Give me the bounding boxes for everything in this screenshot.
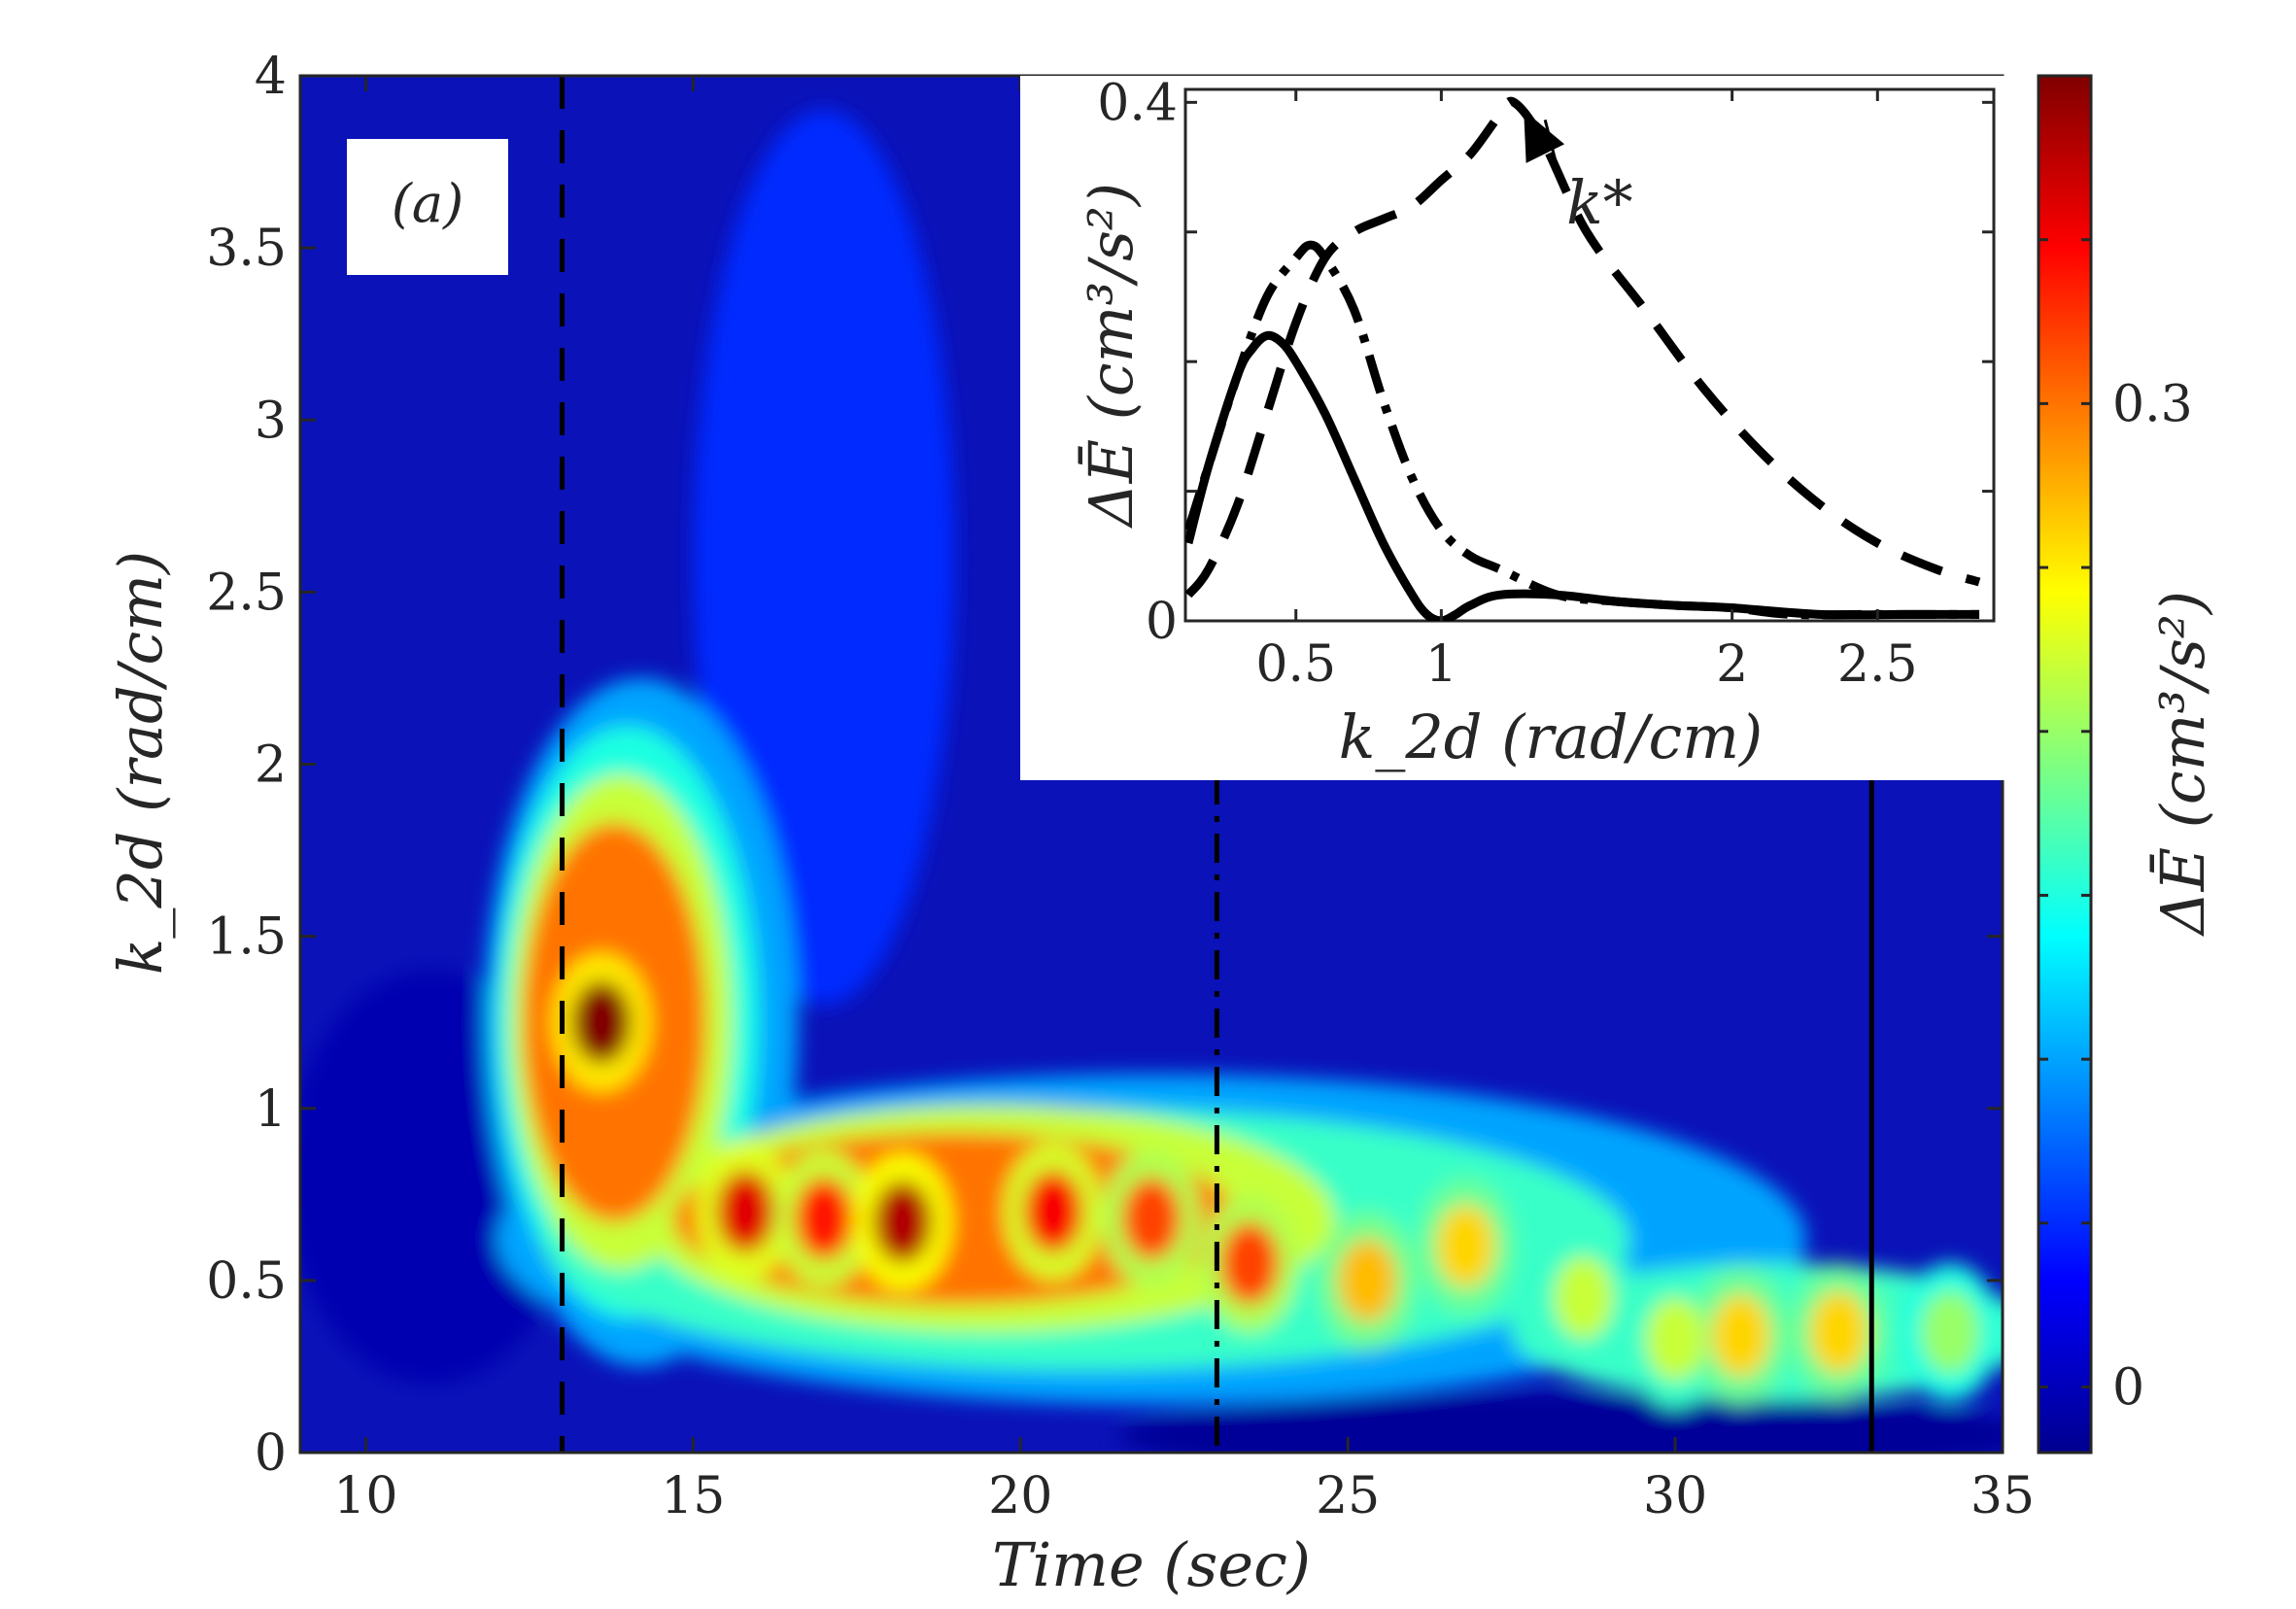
k-star-annotation: k* bbox=[1524, 110, 1633, 238]
inset-x-tick-label: 2.5 bbox=[1837, 635, 1918, 694]
heatmap-glow bbox=[693, 110, 955, 1006]
heatmap-peak bbox=[571, 980, 632, 1064]
heatmap-peak bbox=[1023, 1170, 1083, 1253]
inset-x-tick-label: 1 bbox=[1425, 635, 1457, 694]
inset-x-tick-label: 2 bbox=[1716, 635, 1748, 694]
colorbar-label: ΔĒ (cm³/s²) bbox=[2147, 591, 2218, 937]
x-tick-label: 10 bbox=[333, 1467, 397, 1525]
y-tick-label: 0 bbox=[255, 1424, 287, 1483]
colorbar-ticks: 00.3 bbox=[2039, 74, 2193, 1418]
k-star-label: k* bbox=[1566, 167, 1633, 238]
heatmap-peak bbox=[1338, 1239, 1397, 1322]
inset-frame bbox=[1183, 87, 1996, 623]
panel-label-box bbox=[347, 139, 508, 275]
heatmap-peak bbox=[1121, 1177, 1182, 1260]
heatmap-peak bbox=[715, 1170, 775, 1253]
heatmap-peak bbox=[794, 1177, 854, 1260]
heatmap-peak bbox=[1436, 1204, 1495, 1287]
inset-x-tick-label: 0.5 bbox=[1255, 635, 1336, 694]
inset-y-axis-label: ΔĒ (cm³/s²) bbox=[1076, 183, 1147, 529]
heatmap-peak bbox=[873, 1181, 933, 1264]
heatmap-peak bbox=[1219, 1221, 1280, 1305]
x-axis-label: Time (sec) bbox=[992, 1529, 1311, 1600]
inset-ticks: 0.5 1 2 2.5 0 0.4 bbox=[1097, 74, 1994, 694]
y-tick-label: 1 bbox=[255, 1080, 287, 1139]
inset-y-tick-label: 0.4 bbox=[1097, 74, 1178, 132]
colorbar-tick-label: 0 bbox=[2112, 1359, 2144, 1418]
heatmap-peak bbox=[1711, 1294, 1770, 1378]
x-tick-label: 25 bbox=[1316, 1467, 1380, 1525]
colorbar-tick-label: 0.3 bbox=[2112, 375, 2193, 433]
heatmap-dark-region bbox=[1118, 1393, 2003, 1453]
inset-panel: 0.5 1 2 2.5 0 0.4 k* k_2d (rad/cm) ΔĒ (cm³/s²… bbox=[1020, 74, 2009, 780]
colorbar: 00.3 ΔĒ (cm³/s²) bbox=[2037, 74, 2218, 1455]
y-tick-label: 4 bbox=[255, 48, 287, 106]
y-tick-label: 3 bbox=[255, 392, 287, 450]
y-tick-label: 1.5 bbox=[206, 908, 287, 967]
x-tick-label: 20 bbox=[988, 1467, 1052, 1525]
inset-series-solid bbox=[1185, 330, 1980, 621]
x-tick-label: 15 bbox=[661, 1467, 725, 1525]
inset-y-tick-label: 0 bbox=[1146, 593, 1178, 651]
colorbar-gradient bbox=[2037, 74, 2093, 1455]
heatmap-peak bbox=[1554, 1256, 1614, 1340]
x-tick-label: 30 bbox=[1643, 1467, 1707, 1525]
heatmap-peak bbox=[1645, 1297, 1705, 1381]
y-tick-label: 2.5 bbox=[206, 564, 287, 622]
y-tick-label: 3.5 bbox=[206, 220, 287, 278]
y-axis-label: k_2d (rad/cm) bbox=[105, 551, 176, 975]
y-tick-label: 2 bbox=[255, 736, 287, 795]
panel-label: (a) bbox=[392, 173, 463, 234]
y-tick-label: 0.5 bbox=[206, 1252, 287, 1311]
heatmap-peak bbox=[1809, 1290, 1868, 1374]
inset-series-dashed bbox=[1185, 96, 1981, 599]
inset-x-axis-label: k_2d (rad/cm) bbox=[1339, 702, 1763, 772]
x-tick-label: 35 bbox=[1970, 1467, 2035, 1525]
heatmap-peak bbox=[1920, 1290, 1980, 1374]
k-star-arrow-head bbox=[1524, 110, 1565, 163]
inset-series bbox=[1185, 96, 1981, 621]
